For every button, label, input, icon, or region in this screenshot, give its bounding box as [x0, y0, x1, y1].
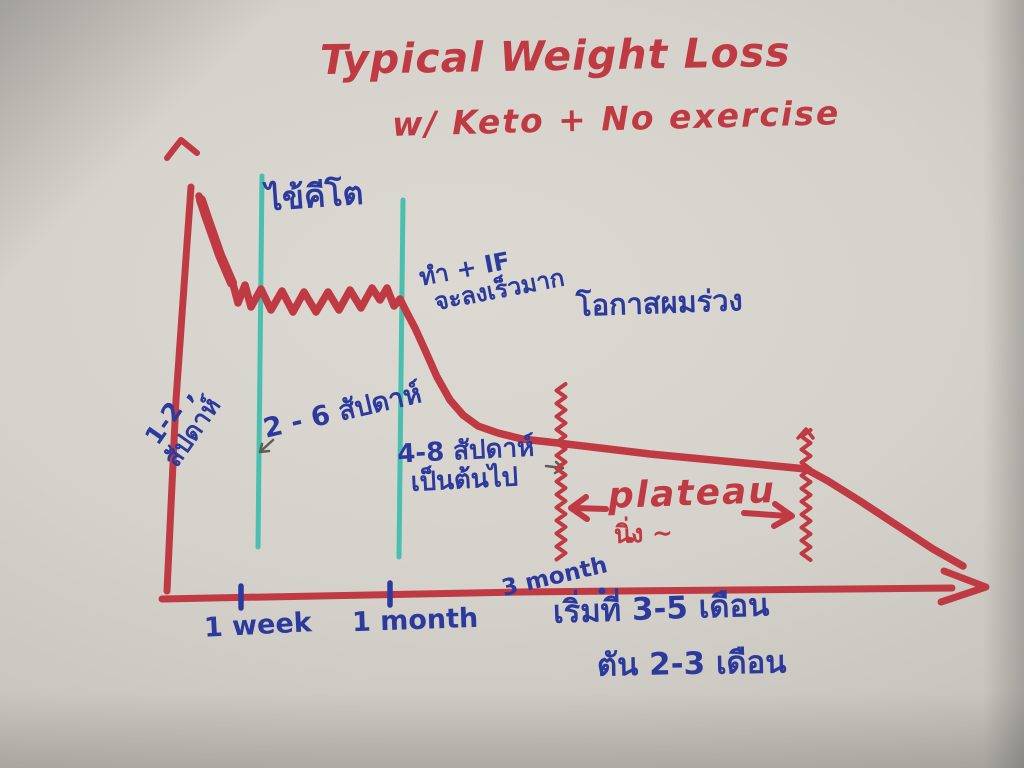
y-axis [163, 183, 195, 595]
annotation-keto-flu: ไข้คีโต [264, 173, 365, 219]
plateau-arrow-left-shaft [572, 505, 609, 512]
annotation-weeks-4-8: 4-8 สัปดาห์ เป็นต้นไป [397, 432, 537, 498]
pencil-arrow-left-head [258, 442, 271, 454]
plateau-arrow-right-head [771, 501, 795, 529]
chart-title: Typical Weight Loss [319, 27, 791, 85]
teal-line-1 [255, 173, 265, 550]
teal-line-2 [396, 197, 406, 560]
x-tick-label-1month: 1 month [351, 602, 479, 639]
plateau-arrow-right-shaft [741, 510, 791, 519]
annotation-flat-note: นิ่ง ~ [613, 517, 674, 550]
y-axis-caret [164, 137, 200, 161]
x-axis [158, 584, 956, 603]
plateau-bound-squiggle-1 [554, 382, 568, 562]
tick-3month-dot [598, 587, 606, 595]
x-tick-label-1week: 1 week [203, 607, 313, 644]
plateau-bound-squiggle-2 [799, 428, 813, 562]
weight-curve [195, 192, 967, 570]
annotation-plateau-duration: ตัน 2-3 เดือน [596, 644, 787, 684]
annotation-plateau: plateau [607, 470, 777, 517]
annotation-hair-loss: โอกาสผมร่วง [575, 283, 744, 323]
annotation-plateau-start: เริ่มที่ 3-5 เดือน [552, 587, 770, 631]
plateau-arrow-left-head [568, 494, 590, 522]
pencil-arrow-left [259, 438, 275, 453]
x-axis-arrowhead [937, 567, 990, 606]
ink-dot [628, 537, 634, 543]
